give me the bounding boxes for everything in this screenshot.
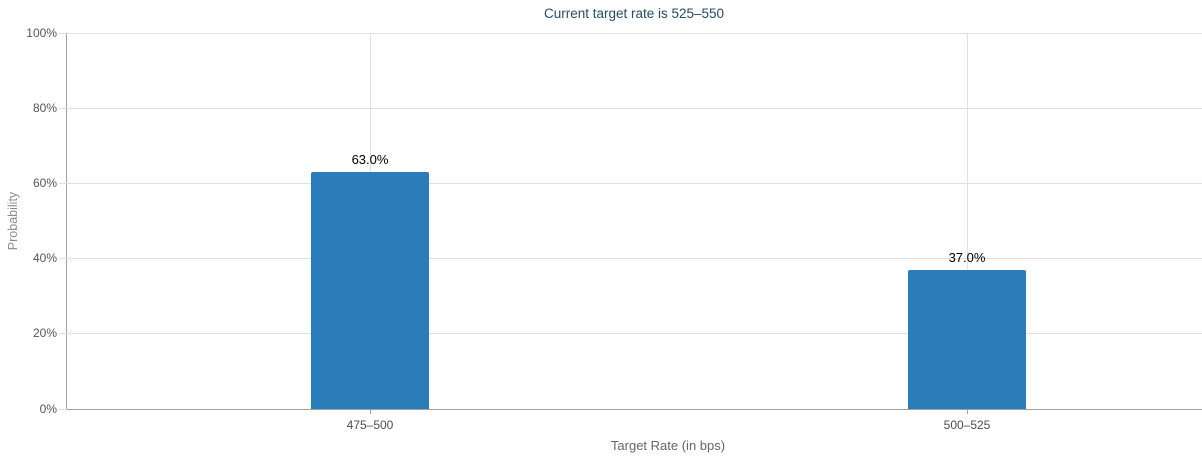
y-gridline-80 bbox=[59, 107, 1202, 109]
y-tick-label-40: 40% bbox=[32, 251, 57, 266]
x-tick-0 bbox=[369, 409, 371, 414]
x-tick-1 bbox=[966, 409, 968, 414]
y-axis-title: Probability bbox=[6, 191, 20, 251]
y-gridline-100 bbox=[59, 32, 1202, 34]
bar-value-label-1: 37.0% bbox=[948, 249, 986, 265]
y-gridline-60 bbox=[59, 182, 1202, 184]
y-tick-0 bbox=[59, 408, 67, 410]
x-tick-label-1: 500–525 bbox=[943, 418, 991, 432]
plot-area: 0% 20% 40% 60% 80% 100% 63.0% 475–500 37.0% 500–5… bbox=[26, 26, 1202, 432]
y-gridline-20 bbox=[59, 333, 1202, 335]
y-gridline-40 bbox=[59, 258, 1202, 260]
x-tick-label-0: 475–500 bbox=[346, 418, 394, 432]
chart-title: Current target rate is 525–550 bbox=[543, 6, 725, 21]
bar-475–500[interactable] bbox=[311, 172, 429, 409]
y-tick-label-100: 100% bbox=[26, 25, 57, 40]
y-tick-label-60: 60% bbox=[32, 175, 57, 190]
x-gridline-1 bbox=[966, 33, 968, 409]
bar-value-label-0: 63.0% bbox=[351, 152, 389, 168]
y-tick-label-80: 80% bbox=[32, 100, 57, 115]
bar-500–525[interactable] bbox=[908, 269, 1026, 409]
y-tick-label-20: 20% bbox=[32, 326, 57, 341]
y-tick-label-0: 0% bbox=[39, 401, 57, 416]
x-axis-title: Target Rate (in bps) bbox=[610, 438, 726, 453]
